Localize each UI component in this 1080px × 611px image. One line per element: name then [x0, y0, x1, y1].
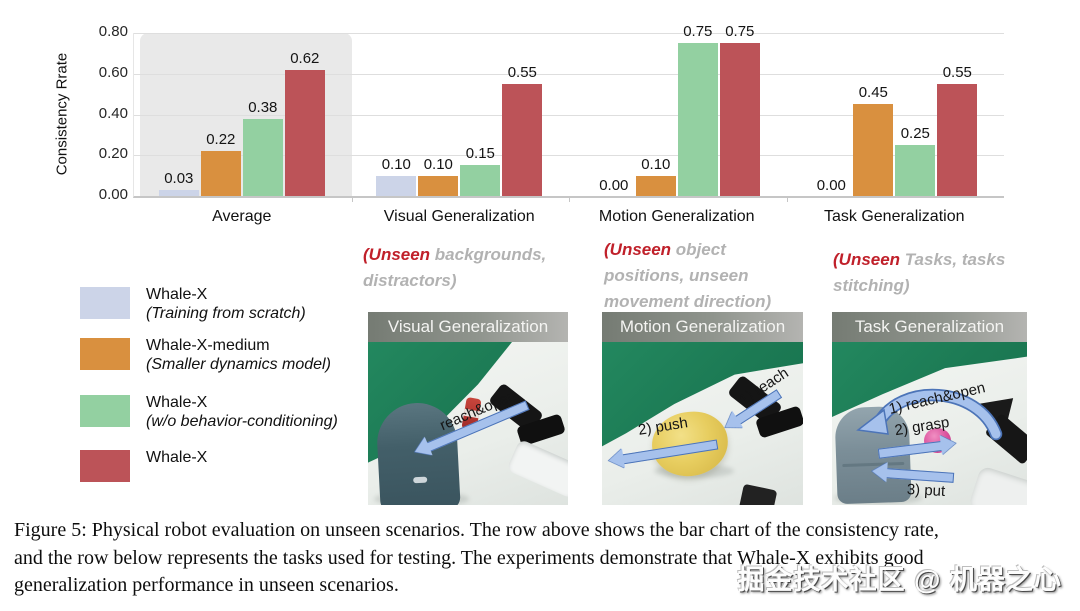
gridline: [134, 155, 1004, 157]
bin-glint: [413, 476, 428, 484]
category-tick: [569, 196, 570, 202]
photo-scene: 1) reach&open 2) grasp 3) put: [832, 342, 1027, 505]
bar: [719, 43, 760, 196]
value-label: 0.10: [423, 156, 453, 173]
legend-label: Whale-X: [146, 286, 208, 303]
bar: [284, 70, 325, 196]
watermark: 掘金技术社区 @ 机器之心: [737, 565, 1062, 595]
photo-task-generalization: Task Generalization 1) reach&open 2) gra…: [832, 312, 1027, 505]
figure-caption: Figure 5: Physical robot evaluation on u…: [14, 517, 1070, 600]
value-label: 0.15: [465, 145, 495, 162]
annotation-motion: (Unseen object positions, unseen movemen…: [604, 237, 819, 315]
y-tick-label: 0.40: [98, 104, 128, 122]
annotation-task: (Unseen Tasks, tasks stitching): [833, 247, 1053, 299]
annotation-line: (Unseen object: [604, 240, 726, 259]
value-label: 0.10: [381, 156, 411, 173]
bar: [853, 104, 894, 196]
legend-sublabel: (w/o behavior-conditioning): [146, 413, 338, 430]
value-label: 0.03: [164, 170, 194, 187]
photo-title: Motion Generalization: [602, 312, 803, 342]
y-axis-label: Consistency Rrate: [53, 52, 71, 176]
photo-motion-generalization: Motion Generalization 1) reach 2) push: [602, 312, 803, 505]
bar: [200, 151, 241, 196]
annotation-line: stitching): [833, 276, 910, 295]
legend-swatch: [80, 287, 130, 319]
curved-arrow: [856, 388, 1003, 441]
category-tick: [351, 196, 353, 202]
value-label: 0.75: [725, 23, 755, 40]
robot-arm: [506, 438, 568, 500]
photo-title: Task Generalization: [832, 312, 1027, 342]
annotation-line: positions, unseen: [604, 266, 749, 285]
value-label: 0.55: [942, 64, 972, 81]
category-tick: [786, 196, 788, 202]
photo-visual-generalization: Visual Generalization reach&open: [368, 312, 568, 505]
bar: [418, 176, 459, 196]
bar: [635, 176, 676, 196]
bar-chart-plot-area: 0.03 0.22 0.38 0.62 0.10 0.10 0.15 0.55 0.00 0.10…: [133, 23, 1004, 202]
y-tick-label: 0.20: [98, 145, 128, 163]
value-label: 0.22: [206, 131, 236, 148]
category-label: Visual Generalization: [383, 208, 535, 225]
bar: [502, 84, 543, 196]
value-label: 0.45: [858, 84, 888, 101]
bar: [158, 190, 199, 196]
arrow-head: [607, 448, 626, 471]
annotation-visual: (Unseen backgrounds, distractors): [363, 242, 608, 294]
value-label: 0.10: [641, 156, 671, 173]
category-label: Motion Generalization: [598, 208, 755, 225]
arrow-head: [871, 461, 888, 483]
bar: [937, 84, 978, 196]
value-label: 0.75: [683, 23, 713, 40]
annotation-line: movement direction): [604, 292, 772, 311]
category-label: Average: [212, 208, 272, 225]
caption-line: Figure 5: Physical robot evaluation on u…: [14, 519, 939, 541]
legend-sublabel: (Training from scratch): [146, 305, 306, 322]
caption-line: generalization performance in unseen sce…: [14, 574, 399, 596]
robot-part: [738, 483, 778, 505]
annotation-line: (Unseen backgrounds,: [363, 245, 547, 264]
photo-scene: 1) reach 2) push: [602, 342, 803, 505]
bar: [677, 43, 718, 196]
bar: [242, 119, 283, 196]
gridline: [134, 33, 1004, 34]
value-label: 0.62: [290, 50, 320, 67]
legend-sublabel: (Smaller dynamics model): [146, 356, 331, 373]
caption-line: and the row below represents the tasks u…: [14, 546, 924, 569]
arrow-head: [939, 433, 957, 456]
y-tick-label: 0.00: [98, 186, 128, 203]
bar: [376, 176, 417, 196]
value-label: 0.38: [248, 99, 278, 116]
value-label: 0.55: [507, 64, 537, 81]
legend-label: Whale-X: [146, 449, 208, 466]
value-label: 0.25: [900, 125, 930, 142]
legend-label: Whale-X-medium: [146, 337, 270, 354]
annotation-line: distractors): [363, 271, 457, 290]
category-label: Task Generalization: [823, 208, 965, 225]
legend: Whale-X (Training from scratch) Whale-X-me…: [80, 286, 400, 497]
legend-swatch: [80, 338, 130, 370]
arrow-shaft: [877, 440, 945, 459]
gridline: [134, 114, 1004, 116]
gridline: [134, 73, 1004, 75]
photo-title: Visual Generalization: [368, 312, 568, 342]
photo-scene: reach&open: [368, 342, 568, 505]
legend-label: Whale-X: [146, 394, 208, 411]
annotation-line: (Unseen Tasks, tasks: [833, 250, 1006, 269]
legend-swatch: [80, 450, 130, 482]
value-label: 0.00: [599, 177, 629, 194]
value-label: 0.00: [816, 177, 846, 194]
robot-base: [967, 465, 1027, 505]
legend-swatch: [80, 395, 130, 427]
y-tick-label: 0.60: [98, 63, 128, 81]
y-tick-label: 0.80: [98, 23, 128, 40]
bar: [895, 145, 936, 196]
bar: [460, 165, 501, 196]
